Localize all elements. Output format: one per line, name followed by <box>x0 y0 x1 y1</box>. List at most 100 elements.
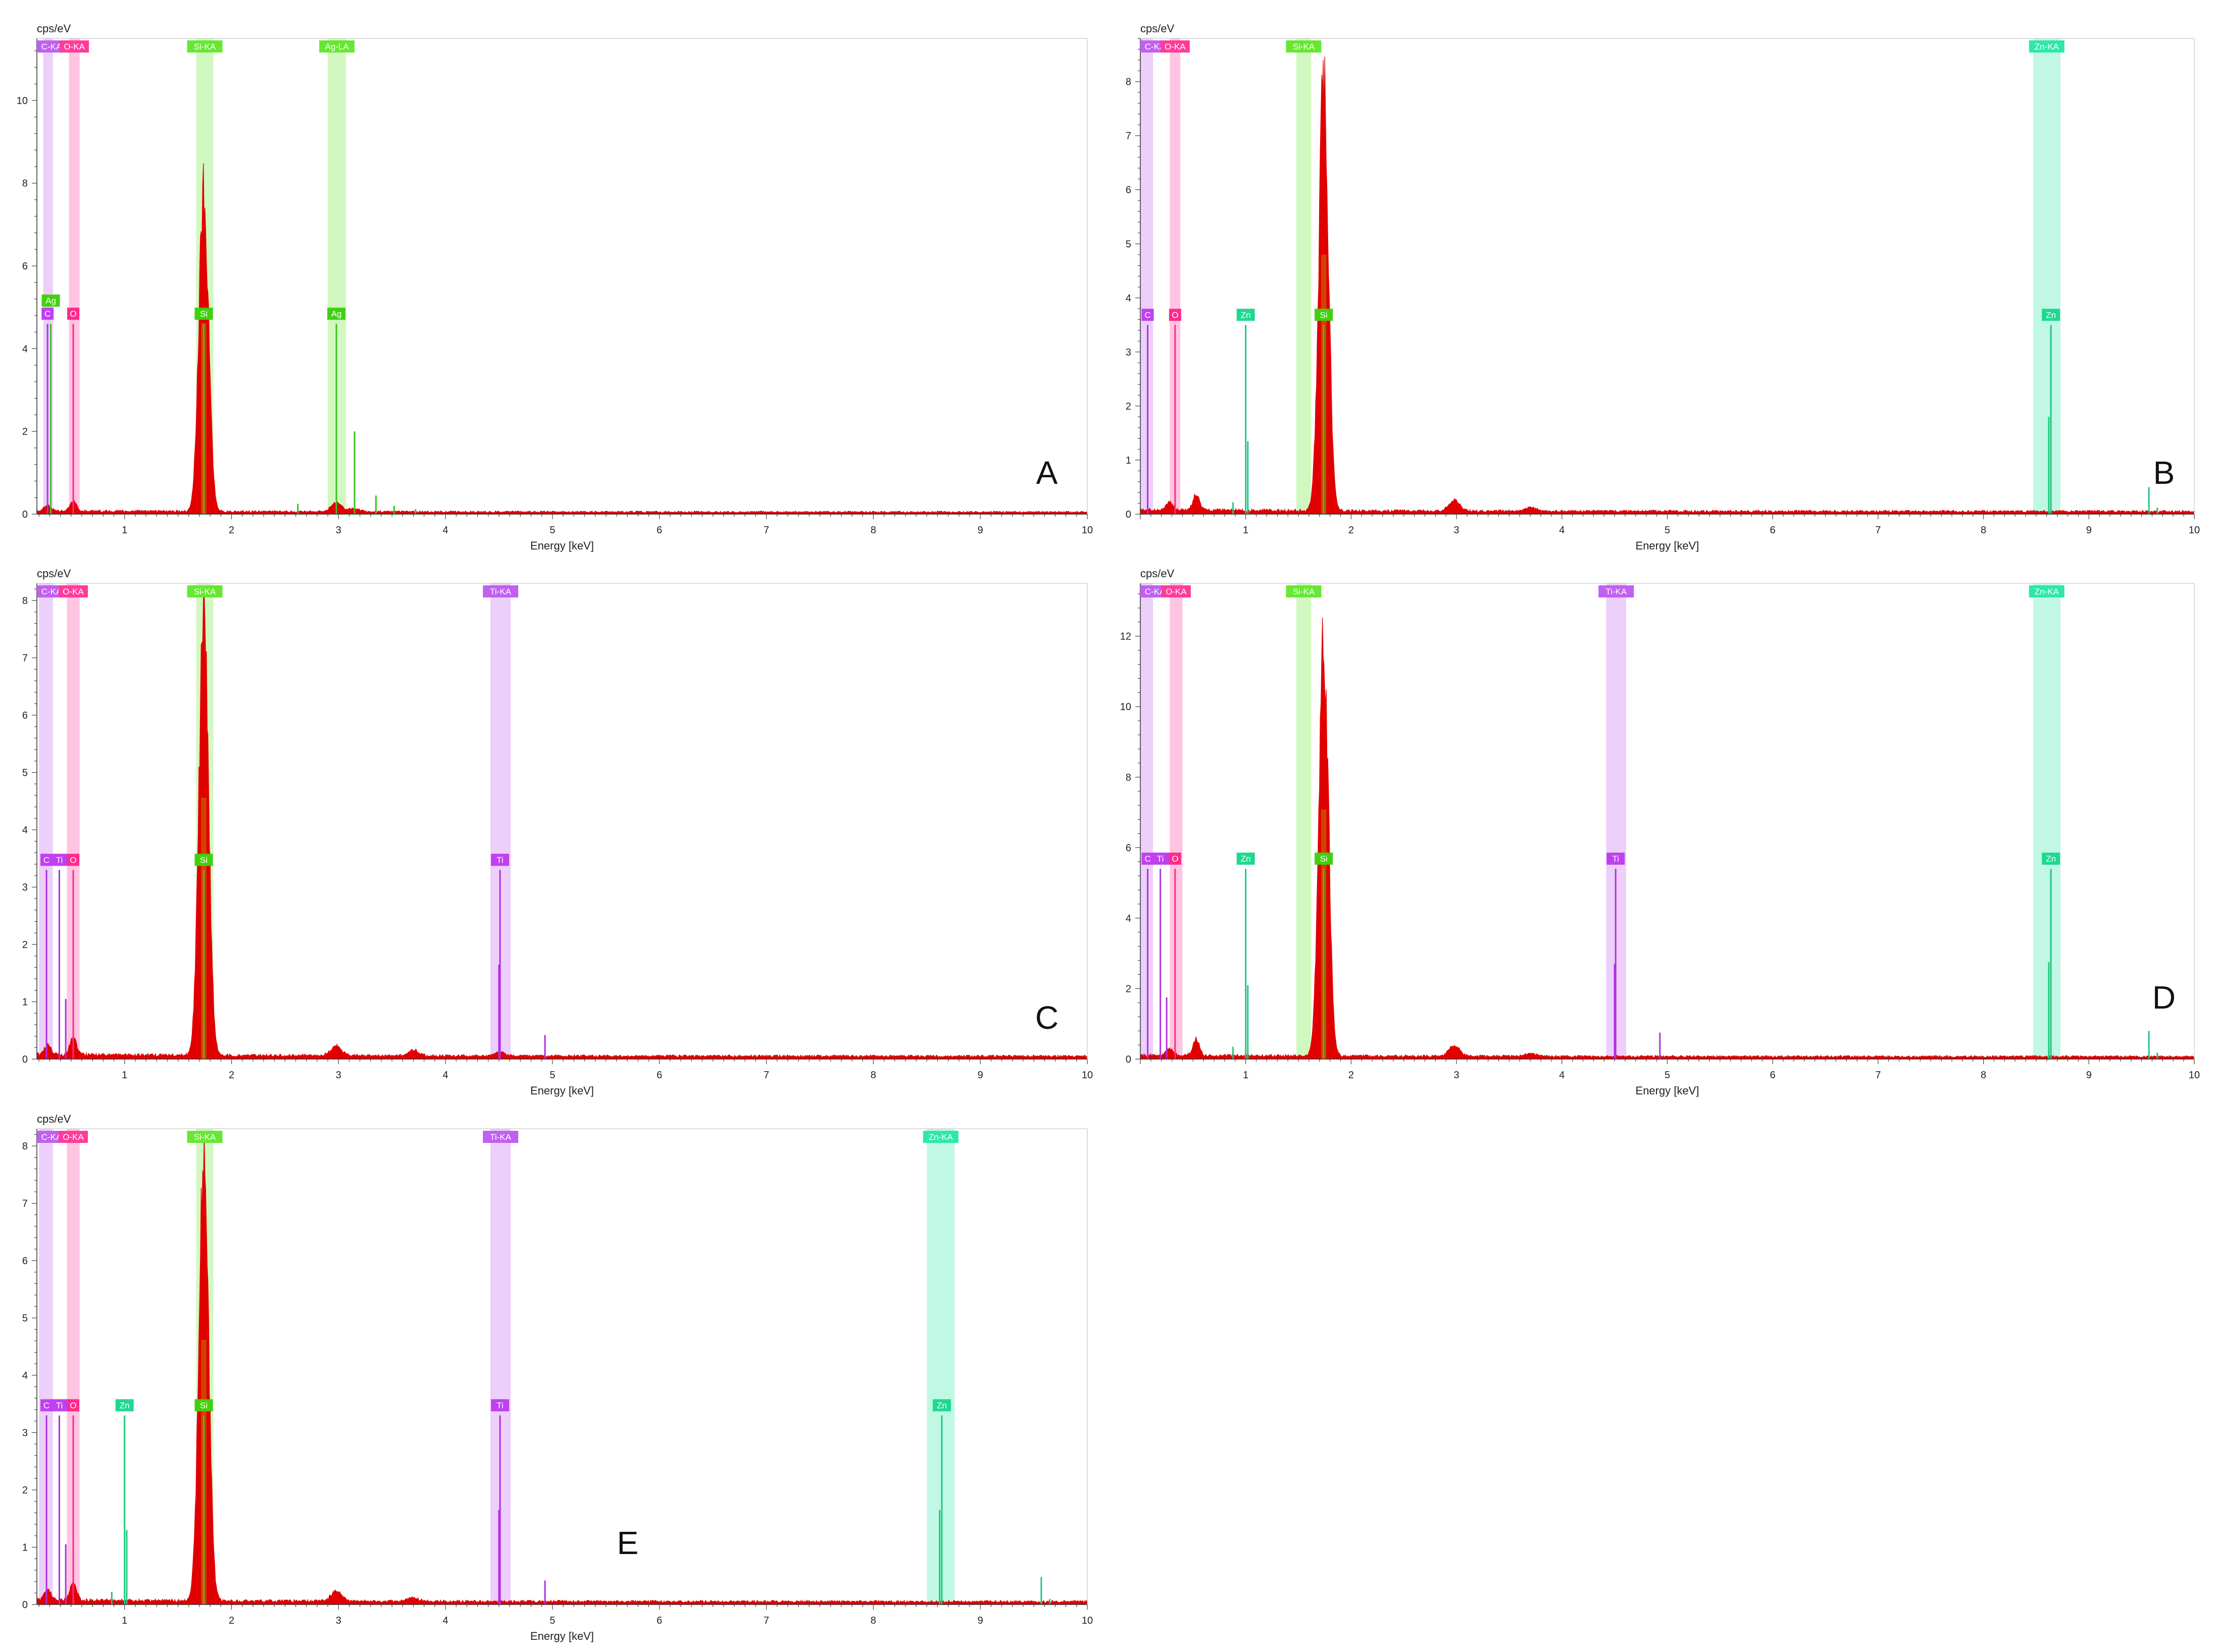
element-marker-label: Zn <box>1241 854 1251 864</box>
element-band <box>1170 583 1183 1059</box>
element-marker-box <box>50 1399 69 1412</box>
y-tick-label: 0 <box>22 1054 28 1065</box>
element-marker-label: Si <box>1320 854 1328 864</box>
band-label: C-KA <box>41 42 62 52</box>
band-label: Si-KA <box>1293 587 1315 596</box>
band-label: O-KA <box>63 587 84 596</box>
y-tick-label: 1 <box>22 997 28 1008</box>
band-label: Si-KA <box>1293 42 1315 52</box>
y-tick-label: 0 <box>1126 1054 1131 1065</box>
x-tick-label: 1 <box>1243 1070 1248 1081</box>
element-marker-label: C <box>1144 854 1150 864</box>
x-tick-label: 6 <box>1770 525 1776 536</box>
element-marker-box <box>491 1399 510 1412</box>
y-tick-label: 6 <box>22 710 28 721</box>
element-marker-box <box>67 308 80 320</box>
y-tick-label: 7 <box>1126 131 1131 142</box>
element-marker-label: Ti <box>1612 854 1619 864</box>
y-tick-label: 0 <box>1126 509 1131 520</box>
x-tick-label: 6 <box>1770 1070 1776 1081</box>
x-tick-label: 7 <box>764 1615 769 1626</box>
element-marker-label: C <box>43 1400 49 1410</box>
band-label-box <box>1286 585 1322 597</box>
element-band <box>927 1129 955 1605</box>
band-label-box <box>2029 585 2064 597</box>
element-marker-label: O <box>70 309 76 319</box>
y-tick-label: 2 <box>22 1485 28 1496</box>
x-tick-label: 2 <box>1348 525 1354 536</box>
x-axis-label: Energy [keV] <box>1636 1084 1699 1097</box>
y-tick-label: 4 <box>22 1370 28 1381</box>
y-tick-label: 8 <box>22 595 28 607</box>
element-marker-label: Zn <box>2046 310 2056 320</box>
y-axis-label: cps/eV <box>37 22 71 35</box>
x-tick-label: 8 <box>1981 525 1986 536</box>
x-tick-label: 9 <box>2086 525 2092 536</box>
panel-label: E <box>617 1525 639 1561</box>
element-marker-box <box>1169 853 1181 865</box>
y-tick-label: 0 <box>22 1599 28 1611</box>
element-band <box>1296 38 1312 514</box>
y-axis-label: cps/eV <box>37 567 71 580</box>
element-marker-box <box>67 854 80 866</box>
element-band <box>69 38 80 514</box>
band-label: O-KA <box>1166 587 1187 596</box>
x-tick-label: 7 <box>764 525 769 536</box>
panel-label: D <box>2152 979 2176 1016</box>
x-tick-label: 2 <box>1348 1070 1354 1081</box>
x-axis-label: Energy [keV] <box>530 1084 594 1097</box>
x-tick-label: 10 <box>1082 1070 1093 1081</box>
band-label: Ag-LA <box>325 42 349 52</box>
y-axis-label: cps/eV <box>37 1113 71 1125</box>
panel-label: C <box>1035 999 1058 1036</box>
element-marker-box <box>1151 853 1170 865</box>
y-tick-label: 1 <box>22 1542 28 1554</box>
x-axis-label: Energy [keV] <box>530 539 594 552</box>
band-label: Zn-KA <box>2035 42 2059 52</box>
x-tick-label: 5 <box>549 525 555 536</box>
x-tick-label: 9 <box>978 525 983 536</box>
element-marker-label: Ti <box>1157 854 1164 864</box>
spectrum-panel-b: 1 2 3 4 5 6 7 8 9 10 0 1 2 3 4 5 6 7 8 cps/eV Energy [keV] C-… <box>1126 22 2200 552</box>
y-tick-label: 3 <box>22 1428 28 1439</box>
x-tick-label: 1 <box>122 1070 127 1081</box>
x-tick-label: 1 <box>122 1615 127 1626</box>
element-band <box>1140 38 1153 514</box>
x-tick-label: 10 <box>1082 525 1093 536</box>
y-tick-label: 2 <box>1126 983 1131 994</box>
x-tick-label: 4 <box>443 525 448 536</box>
x-tick-label: 8 <box>871 525 876 536</box>
x-tick-label: 4 <box>1559 525 1565 536</box>
element-marker-label: O <box>1172 310 1178 320</box>
x-tick-label: 7 <box>1875 525 1881 536</box>
y-tick-label: 8 <box>22 1141 28 1152</box>
band-label-box <box>59 1131 88 1143</box>
element-marker-box <box>1236 853 1255 865</box>
marker-lines <box>45 1415 1051 1605</box>
element-band <box>2033 583 2060 1059</box>
spectrum-area <box>37 163 1087 514</box>
band-label: C-KA <box>1145 587 1166 596</box>
y-tick-label: 8 <box>22 178 28 189</box>
element-marker-box <box>41 308 54 320</box>
band-label-box <box>483 585 519 597</box>
element-marker-label: C <box>1144 310 1150 320</box>
element-marker-label: Ag <box>331 309 342 319</box>
band-label: O-KA <box>63 1132 84 1142</box>
element-marker-box <box>1169 309 1181 321</box>
spectrum-area <box>1140 617 2194 1059</box>
element-marker-label: C <box>43 855 49 865</box>
y-tick-label: 4 <box>1126 293 1131 304</box>
x-tick-label: 6 <box>657 525 662 536</box>
y-tick-label: 5 <box>1126 239 1131 250</box>
x-tick-label: 5 <box>1665 1070 1670 1081</box>
element-marker-box <box>327 308 346 320</box>
element-marker-box <box>1236 309 1255 321</box>
band-label-box <box>1161 585 1191 597</box>
spectrum-area <box>1140 56 2194 514</box>
spectrum-area <box>37 590 1087 1059</box>
band-label: Si-KA <box>194 42 216 52</box>
